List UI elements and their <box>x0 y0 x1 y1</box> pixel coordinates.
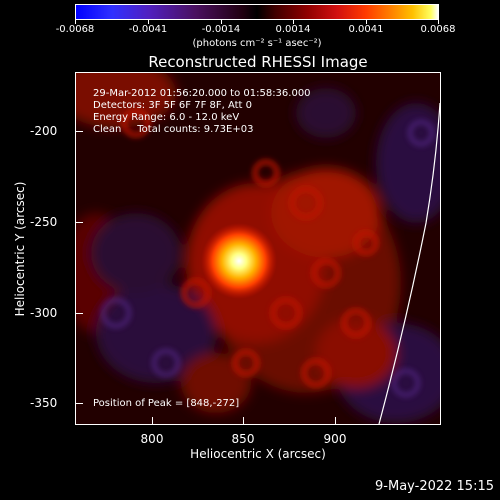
image-title: Reconstructed RHESSI Image <box>148 53 368 71</box>
x-tick-label: 850 <box>231 432 255 446</box>
detectors-text: Detectors: 3F 5F 6F 7F 8F, Att 0 <box>93 100 253 111</box>
solar-limb <box>378 102 440 424</box>
y-axis-tick <box>76 403 83 404</box>
energy-range-text: Energy Range: 6.0 - 12.0 keV <box>93 112 240 123</box>
clean-counts-text: Clean Total counts: 9.73E+03 <box>93 124 254 135</box>
colorbar-tick <box>293 20 294 24</box>
x-axis-tick <box>243 417 244 424</box>
x-axis-label: Heliocentric X (arcsec) <box>190 447 326 461</box>
y-axis-tick <box>76 222 83 223</box>
x-tick-label: 900 <box>323 432 347 446</box>
colorbar-units: (photons cm⁻² s⁻¹ asec⁻²) <box>192 38 322 49</box>
x-axis-tick <box>335 417 336 424</box>
peak-position-text: Position of Peak = [848,-272] <box>93 398 240 409</box>
y-axis-label: Heliocentric Y (arcsec) <box>13 181 27 317</box>
colorbar-tick <box>221 20 222 24</box>
y-tick-label: -250 <box>30 215 58 229</box>
x-tick-label: 800 <box>140 432 164 446</box>
flare-peak <box>201 223 277 299</box>
x-axis-tick <box>152 417 153 424</box>
y-tick-label: -200 <box>30 124 58 138</box>
colorbar-tick-label: 0.0014 <box>275 24 311 35</box>
colorbar-tick <box>148 20 149 24</box>
colorbar-tick-label: -0.0014 <box>201 24 241 35</box>
colorbar <box>75 4 439 20</box>
y-axis-tick <box>76 131 83 132</box>
colorbar-tick <box>366 20 367 24</box>
colorbar-tick-label: -0.0041 <box>128 24 168 35</box>
colorbar-tick <box>438 20 439 24</box>
solar-image-plot <box>75 72 441 425</box>
y-axis-tick <box>76 313 83 314</box>
colorbar-tick-label: 0.0041 <box>348 24 384 35</box>
colorbar-tick-label: 0.0068 <box>420 24 456 35</box>
colorbar-tick <box>75 20 76 24</box>
colorbar-tick-label: -0.0068 <box>55 24 95 35</box>
generation-timestamp: 9-May-2022 15:15 <box>375 479 494 494</box>
y-tick-label: -350 <box>30 396 58 410</box>
flux-map <box>76 73 440 424</box>
time-range-text: 29-Mar-2012 01:56:20.000 to 01:58:36.000 <box>93 88 311 99</box>
y-tick-label: -300 <box>30 306 58 320</box>
